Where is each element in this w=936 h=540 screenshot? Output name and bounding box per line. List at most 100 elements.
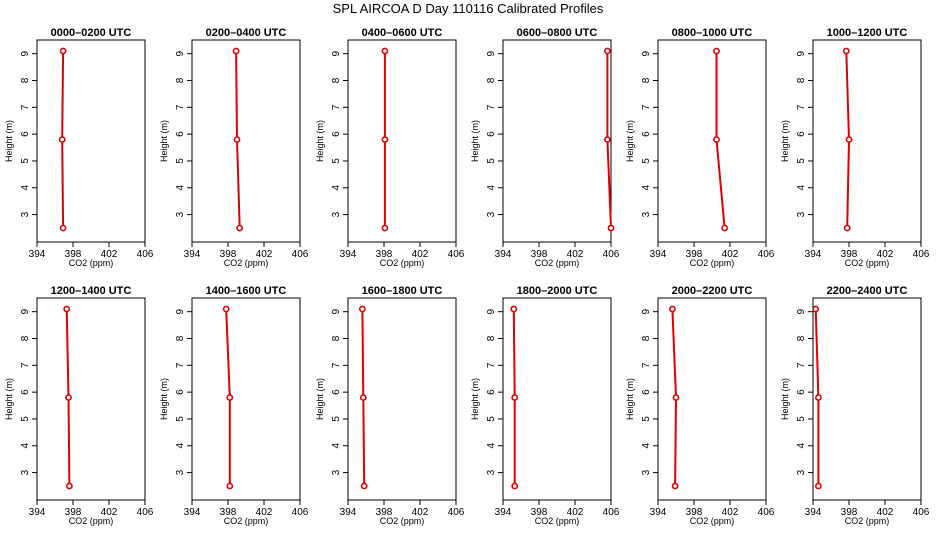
x-tick-label: 402 bbox=[412, 249, 429, 260]
x-tick-label: 394 bbox=[495, 507, 512, 518]
x-tick-label: 394 bbox=[495, 249, 512, 260]
y-tick-label: 8 bbox=[641, 77, 652, 83]
panel-title: 2200–2400 UTC bbox=[827, 285, 908, 297]
data-point bbox=[58, 136, 66, 143]
y-tick-label: 4 bbox=[641, 185, 652, 191]
x-tick-label: 402 bbox=[101, 249, 118, 260]
y-tick-label: 3 bbox=[331, 469, 342, 475]
plot-frame bbox=[36, 297, 146, 501]
x-axis-label: CO2 (ppm) bbox=[535, 516, 580, 526]
y-tick-label: 6 bbox=[641, 389, 652, 395]
y-tick-label: 3 bbox=[486, 211, 497, 217]
plot-frame bbox=[657, 39, 767, 243]
plot-frame bbox=[502, 39, 612, 243]
y-tick-label: 3 bbox=[175, 211, 186, 217]
y-tick-label: 5 bbox=[486, 158, 497, 164]
figure-title: SPL AIRCOA D Day 110116 Calibrated Profi… bbox=[333, 1, 604, 16]
x-axis-label: CO2 (ppm) bbox=[69, 516, 114, 526]
y-tick-label: 9 bbox=[486, 308, 497, 314]
y-tick-label: 5 bbox=[331, 416, 342, 422]
y-tick-label: 5 bbox=[20, 158, 31, 164]
y-tick-label: 5 bbox=[331, 158, 342, 164]
y-tick-label: 6 bbox=[175, 131, 186, 137]
y-tick-label: 4 bbox=[20, 443, 31, 449]
data-point bbox=[359, 394, 367, 401]
y-tick-label: 7 bbox=[796, 104, 807, 110]
plot-frame bbox=[347, 297, 457, 501]
x-tick-label: 402 bbox=[412, 507, 429, 518]
x-tick-label: 394 bbox=[650, 249, 667, 260]
x-tick-label: 394 bbox=[184, 249, 201, 260]
plot-frame bbox=[191, 39, 301, 243]
x-tick-label: 406 bbox=[913, 507, 930, 518]
x-tick-label: 406 bbox=[448, 249, 465, 260]
y-tick-label: 8 bbox=[486, 335, 497, 341]
y-tick-label: 5 bbox=[796, 158, 807, 164]
x-axis-label: CO2 (ppm) bbox=[380, 258, 425, 268]
data-point bbox=[843, 224, 851, 232]
data-point bbox=[226, 482, 234, 490]
y-tick-label: 4 bbox=[486, 185, 497, 191]
x-tick-label: 398 bbox=[686, 507, 703, 518]
data-point bbox=[222, 305, 230, 313]
y-axis-label: Height (m) bbox=[315, 378, 325, 420]
x-tick-label: 406 bbox=[292, 507, 309, 518]
profile-panel: 0000–0200 UTC 394 398 402 406 3 4 5 6 7 8 9 CO2 (ppm… bbox=[4, 27, 154, 268]
data-point bbox=[604, 136, 611, 143]
y-tick-label: 3 bbox=[20, 469, 31, 475]
x-axis-label: CO2 (ppm) bbox=[690, 516, 735, 526]
x-tick-label: 394 bbox=[805, 249, 822, 260]
y-tick-label: 6 bbox=[331, 131, 342, 137]
data-point bbox=[381, 224, 389, 232]
data-point bbox=[672, 394, 680, 401]
y-tick-label: 3 bbox=[331, 211, 342, 217]
data-point bbox=[815, 394, 822, 401]
x-axis-label: CO2 (ppm) bbox=[224, 258, 269, 268]
data-point bbox=[511, 394, 519, 401]
panel-title: 1200–1400 UTC bbox=[51, 285, 132, 297]
y-tick-label: 6 bbox=[20, 389, 31, 395]
x-tick-label: 402 bbox=[567, 249, 584, 260]
x-tick-label: 394 bbox=[340, 507, 357, 518]
y-tick-label: 7 bbox=[486, 362, 497, 368]
x-tick-label: 402 bbox=[722, 507, 739, 518]
x-tick-label: 402 bbox=[877, 507, 894, 518]
y-tick-label: 4 bbox=[175, 185, 186, 191]
plot-frame bbox=[191, 297, 301, 501]
y-tick-label: 6 bbox=[796, 131, 807, 137]
data-point bbox=[845, 136, 853, 143]
data-point bbox=[713, 47, 720, 55]
data-point bbox=[721, 224, 728, 232]
y-tick-label: 9 bbox=[796, 308, 807, 314]
y-tick-label: 9 bbox=[175, 50, 186, 56]
x-tick-label: 394 bbox=[184, 507, 201, 518]
x-tick-label: 398 bbox=[376, 507, 393, 518]
data-point bbox=[232, 47, 240, 55]
panel-title: 1600–1800 UTC bbox=[362, 285, 443, 297]
y-tick-label: 6 bbox=[175, 389, 186, 395]
x-axis-label: CO2 (ppm) bbox=[845, 516, 890, 526]
y-axis-label: Height (m) bbox=[4, 378, 14, 420]
x-tick-label: 406 bbox=[448, 507, 465, 518]
data-point bbox=[59, 224, 67, 232]
x-tick-label: 398 bbox=[220, 507, 237, 518]
y-tick-label: 9 bbox=[175, 308, 186, 314]
data-point bbox=[236, 224, 244, 232]
data-point bbox=[604, 47, 611, 55]
y-axis-label: Height (m) bbox=[780, 378, 790, 420]
x-tick-label: 406 bbox=[603, 507, 620, 518]
y-tick-label: 9 bbox=[331, 308, 342, 314]
data-point bbox=[360, 482, 368, 490]
data-point bbox=[815, 482, 822, 490]
y-tick-label: 7 bbox=[20, 362, 31, 368]
y-tick-label: 4 bbox=[20, 185, 31, 191]
plot-frame bbox=[812, 297, 922, 501]
y-tick-label: 6 bbox=[486, 389, 497, 395]
y-tick-label: 5 bbox=[486, 416, 497, 422]
y-tick-label: 3 bbox=[796, 211, 807, 217]
x-tick-label: 398 bbox=[220, 249, 237, 260]
y-axis-label: Height (m) bbox=[315, 120, 325, 162]
panel-title: 1000–1200 UTC bbox=[827, 27, 908, 39]
plot-frame bbox=[657, 297, 767, 501]
